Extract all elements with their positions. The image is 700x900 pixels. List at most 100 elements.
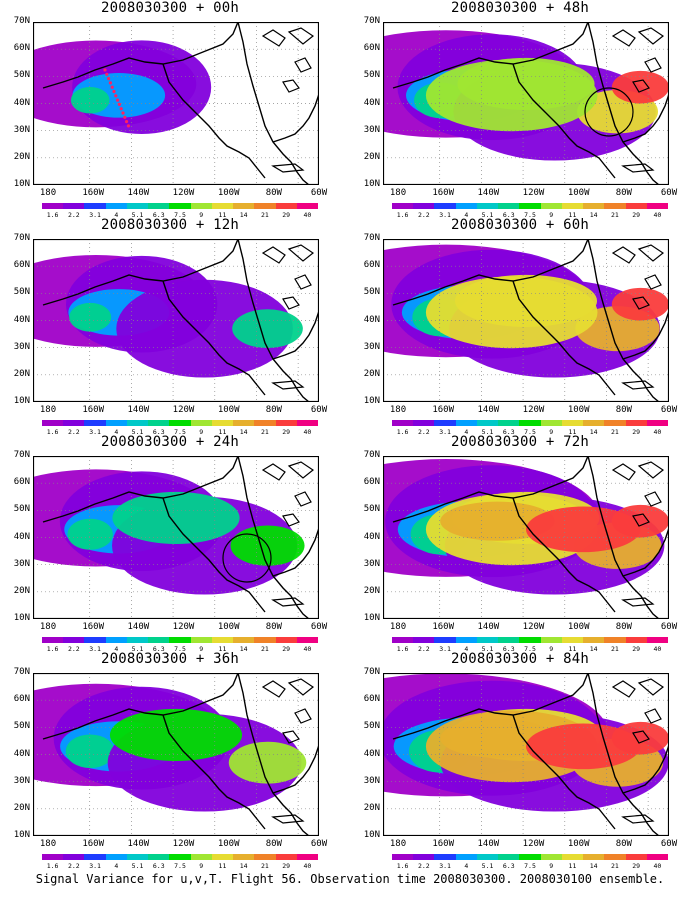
panel-title: 2008030300 + 12h <box>100 217 240 233</box>
x-tick-label: 160W <box>432 622 454 632</box>
coastline <box>271 380 305 390</box>
plot-frame <box>383 456 669 619</box>
map-panel: 2008030300 + 48h 10N 20N 30N 40N 50N 60N 70N 180… <box>350 0 690 219</box>
coastline <box>271 163 305 173</box>
colorbar-swatch <box>413 420 435 426</box>
y-tick-label: 70N <box>13 667 30 677</box>
y-tick-label: 20N <box>13 368 30 379</box>
colorbar-swatch <box>434 420 456 426</box>
y-tick-label: 50N <box>13 70 30 81</box>
y-tick-label: 20N <box>13 151 30 162</box>
colorbar-swatch <box>476 420 499 426</box>
colorbar-label: 3.1 <box>439 645 451 653</box>
variance-contour-fill <box>65 734 115 768</box>
coastline <box>271 814 305 824</box>
y-tick-label: 50N <box>363 504 380 515</box>
colorbar-swatch <box>233 420 255 426</box>
colorbar-label: 6.3 <box>152 645 165 653</box>
variance-contour-fill <box>440 718 555 758</box>
colorbar-label: 5.1 <box>131 211 144 219</box>
target-circle <box>222 533 272 583</box>
colorbar-swatch <box>126 637 149 643</box>
x-tick-label: 100W <box>567 405 590 415</box>
colorbar-swatch <box>583 203 605 209</box>
colorbar-label: 2.2 <box>417 645 430 653</box>
coastline <box>282 296 300 310</box>
observation-point <box>112 89 116 94</box>
colorbar-swatch <box>434 637 456 643</box>
variance-contour-fill <box>70 87 110 114</box>
coastline <box>287 678 315 696</box>
colorbar-swatch <box>583 637 605 643</box>
colorbar-swatch <box>498 854 520 860</box>
map-panel: 2008030300 + 12h 10N 20N 30N 40N 50N 60N 70N 180… <box>0 217 340 436</box>
colorbar-swatch <box>434 854 456 860</box>
y-tick-label: 30N <box>13 124 30 135</box>
map-panel: 2008030300 + 60h 10N 20N 30N 40N 50N 60N 70N 180… <box>350 217 690 436</box>
colorbar-swatch <box>190 203 212 209</box>
colorbar <box>42 637 319 643</box>
x-tick-label: 140W <box>127 405 150 415</box>
coastline <box>611 463 636 481</box>
y-tick-label: 40N <box>13 97 30 108</box>
colorbar-swatch <box>275 637 297 643</box>
colorbar-label: 3.1 <box>89 211 101 219</box>
coastline <box>632 296 650 310</box>
colorbar-label: 5.1 <box>481 211 494 219</box>
x-tick-label: 80W <box>615 405 632 415</box>
y-tick-label: 50N <box>13 721 30 732</box>
coastline <box>637 461 665 479</box>
colorbar-label: 1.6 <box>396 428 409 436</box>
variance-contour-fill <box>526 723 641 770</box>
colorbar-label: 14 <box>589 862 598 870</box>
observation-point <box>123 115 127 119</box>
colorbar-swatch <box>233 637 255 643</box>
colorbar-swatch <box>126 854 149 860</box>
field-plot <box>33 456 319 619</box>
coastline <box>611 246 636 264</box>
y-tick-label: 10N <box>13 830 30 840</box>
colorbar-swatch <box>498 420 520 426</box>
y-tick-label: 20N <box>363 585 380 596</box>
x-tick-label: 60W <box>310 405 328 415</box>
coastline <box>637 27 665 45</box>
x-tick-label: 160W <box>432 839 454 849</box>
colorbar-labels: 1.6 2.2 3.1 4 5.1 6.3 7.5 9 11 14 21 29 40 <box>392 211 668 220</box>
coastline <box>261 680 286 698</box>
colorbar-swatch <box>519 203 541 209</box>
colorbar-swatch <box>519 637 541 643</box>
colorbar-label: 4 <box>464 862 469 870</box>
x-tick-label: 160W <box>82 405 104 415</box>
y-tick-label: 70N <box>363 233 380 243</box>
colorbar-swatch <box>42 420 64 426</box>
colorbar-label: 29 <box>282 428 291 436</box>
coastline <box>287 461 315 479</box>
colorbar-swatch <box>148 854 170 860</box>
colorbar-label: 7.5 <box>524 428 536 436</box>
colorbar-swatch <box>169 637 191 643</box>
colorbar-label: 3.1 <box>89 428 101 436</box>
colorbar-swatch <box>625 854 647 860</box>
colorbar-label: 6.3 <box>152 862 165 870</box>
variance-contour-fill <box>112 491 240 545</box>
coastline <box>611 29 636 47</box>
colorbar-label: 6.3 <box>502 645 515 653</box>
colorbar-swatch <box>646 637 669 643</box>
coastline <box>632 79 650 93</box>
colorbar-label: 5.1 <box>481 862 494 870</box>
variance-contour-fill <box>425 276 598 349</box>
colorbar-swatch <box>63 854 85 860</box>
y-tick-label: 70N <box>13 233 30 243</box>
colorbar-label: 6.3 <box>152 211 165 219</box>
colorbar-swatch <box>476 854 499 860</box>
colorbar-labels: 1.6 2.2 3.1 4 5.1 6.3 7.5 9 11 14 21 29 40 <box>392 645 668 654</box>
panel-title: 2008030300 + 36h <box>100 651 240 667</box>
plot-frame <box>33 673 319 836</box>
y-tick-label: 30N <box>13 558 30 569</box>
y-tick-label: 40N <box>363 314 380 325</box>
colorbar-label: 29 <box>632 211 641 219</box>
colorbar-label: 9 <box>549 862 554 870</box>
colorbar-swatch <box>275 420 297 426</box>
x-tick-label: 160W <box>432 188 454 198</box>
y-tick-label: 30N <box>363 124 380 135</box>
